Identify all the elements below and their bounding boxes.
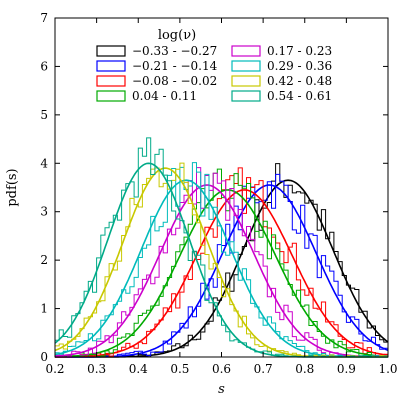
legend-label-2: −0.08 - −0.02 [132, 74, 217, 88]
y-tick-label-5: 5 [40, 108, 48, 122]
fit-curve-series-2 [55, 189, 389, 358]
fit-curve-series-3 [54, 189, 389, 358]
legend-label-7: 0.54 - 0.61 [267, 89, 332, 103]
x-tick-label-4: 0.6 [212, 362, 231, 376]
y-tick-label-1: 1 [40, 302, 48, 316]
y-tick-label-4: 4 [40, 156, 48, 170]
legend-swatch-5 [231, 60, 261, 72]
x-tick-label-2: 0.4 [129, 362, 148, 376]
legend-swatch-4 [231, 45, 261, 57]
legend-swatch-7 [231, 90, 261, 102]
x-tick-label-1: 0.3 [87, 362, 106, 376]
legend-swatch-3 [96, 90, 126, 102]
legend-label-3: 0.04 - 0.11 [132, 89, 197, 103]
x-axis-title: s [218, 382, 225, 397]
legend-label-1: −0.21 - −0.14 [132, 59, 218, 73]
legend-swatch-2 [96, 75, 126, 87]
legend: log(ν) −0.33 - −0.27−0.21 - −0.14−0.08 -… [96, 28, 332, 103]
x-tick-label-3: 0.5 [170, 362, 189, 376]
x-tick-label-7: 0.9 [337, 362, 356, 376]
legend-label-0: −0.33 - −0.27 [132, 44, 217, 58]
legend-swatch-1 [96, 60, 126, 72]
y-axis-title: pdf(s) [5, 168, 20, 206]
legend-title: log(ν) [158, 28, 196, 43]
x-tick-label-5: 0.7 [254, 362, 273, 376]
legend-swatch-0 [96, 45, 126, 57]
legend-swatch-6 [231, 75, 261, 87]
x-tick-label-6: 0.8 [295, 362, 314, 376]
fit-curve-series-4 [54, 184, 388, 358]
legend-label-5: 0.29 - 0.36 [267, 59, 332, 73]
y-tick-label-0: 0 [40, 350, 48, 364]
x-tick-label-0: 0.2 [45, 362, 64, 376]
x-tick-label-8: 1.0 [378, 362, 397, 376]
legend-label-6: 0.42 - 0.48 [267, 74, 332, 88]
y-tick-label-3: 3 [40, 205, 48, 219]
y-tick-label-6: 6 [40, 59, 48, 73]
y-tick-label-7: 7 [40, 11, 48, 25]
y-tick-label-2: 2 [40, 253, 48, 267]
legend-label-4: 0.17 - 0.23 [267, 44, 332, 58]
